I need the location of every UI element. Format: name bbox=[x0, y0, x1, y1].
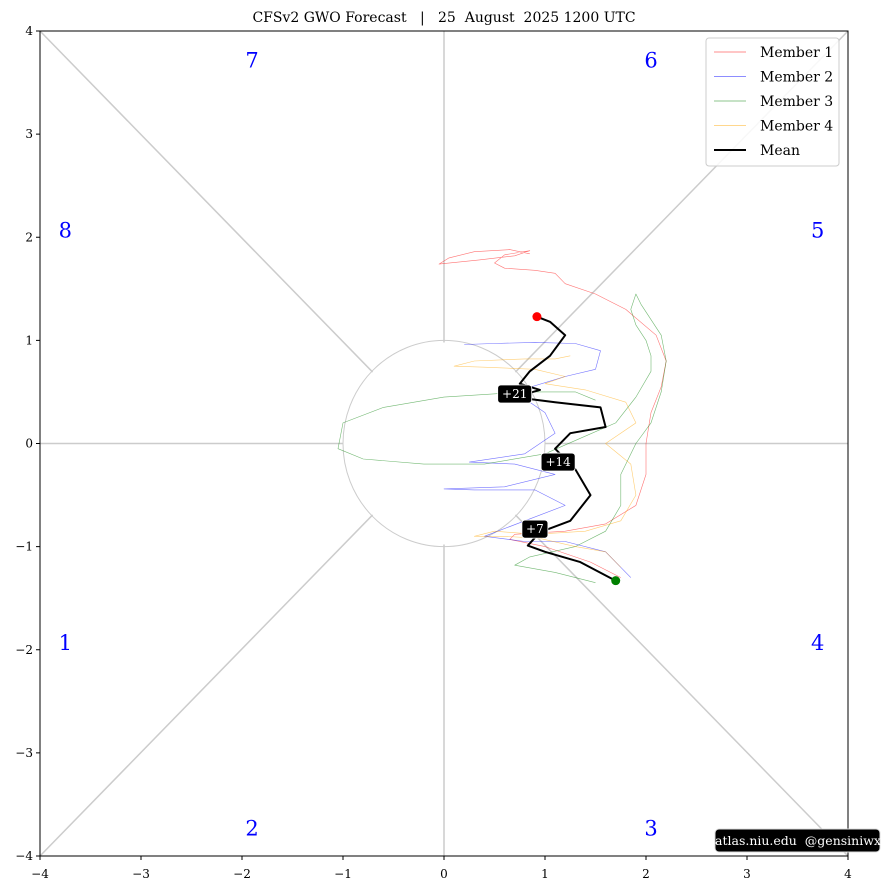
legend-label: Member 4 bbox=[760, 119, 833, 135]
x-tick-label: −4 bbox=[31, 867, 49, 881]
phase-label: 6 bbox=[644, 48, 657, 72]
x-tick-label: −2 bbox=[233, 867, 251, 881]
day-label-box bbox=[497, 384, 533, 404]
credit-badge: atlas.niu.edu @gensiniwx bbox=[714, 828, 881, 853]
x-axis: −4 −3 −2 −1 0 1 2 3 4 bbox=[31, 856, 852, 881]
phase-label: 1 bbox=[59, 631, 72, 655]
day-label-box bbox=[521, 519, 549, 539]
day-label: +7 bbox=[526, 522, 544, 536]
unit-circle bbox=[342, 339, 546, 548]
legend: Member 1 Member 2 Member 3 Member 4 Mean bbox=[705, 37, 840, 167]
member-line bbox=[453, 355, 637, 568]
x-tick-label: 1 bbox=[541, 867, 549, 881]
end-marker bbox=[532, 312, 542, 322]
member-line bbox=[438, 249, 667, 578]
plot-area: 1 2 3 4 5 6 7 8 +7 +14 +21 bbox=[39, 30, 849, 857]
phase-label: 3 bbox=[644, 817, 657, 841]
chart-title: CFSv2 GWO Forecast | 25 August 2025 1200… bbox=[252, 10, 635, 26]
legend-label: Member 3 bbox=[760, 94, 833, 110]
legend-label: Mean bbox=[760, 143, 800, 159]
credit-background bbox=[714, 828, 881, 853]
phase-divider-line bbox=[514, 514, 849, 857]
y-tick-label: −3 bbox=[15, 746, 33, 760]
x-tick-label: −3 bbox=[132, 867, 150, 881]
x-tick-label: 4 bbox=[844, 867, 852, 881]
legend-box bbox=[705, 37, 840, 167]
y-tick-label: −1 bbox=[15, 540, 33, 554]
x-tick-label: −1 bbox=[334, 867, 352, 881]
y-tick-label: 3 bbox=[25, 127, 33, 141]
day-label-box bbox=[540, 452, 576, 472]
legend-label: Member 1 bbox=[760, 45, 833, 61]
phase-label: 2 bbox=[245, 817, 258, 841]
credit-text: atlas.niu.edu @gensiniwx bbox=[715, 833, 881, 848]
member-line bbox=[337, 293, 667, 583]
x-tick-label: 0 bbox=[440, 867, 448, 881]
x-tick-label: 2 bbox=[642, 867, 650, 881]
phase-divider-line bbox=[39, 30, 374, 373]
x-tick-label: 3 bbox=[743, 867, 751, 881]
legend-label: Member 2 bbox=[760, 70, 833, 86]
y-tick-label: 4 bbox=[25, 24, 33, 38]
y-tick-label: −4 bbox=[15, 849, 33, 863]
phase-divider-line bbox=[39, 514, 374, 857]
y-tick-label: −2 bbox=[15, 643, 33, 657]
phase-label: 7 bbox=[245, 48, 258, 72]
phase-label: 8 bbox=[59, 219, 72, 243]
phase-label: 5 bbox=[811, 219, 824, 243]
day-label: +21 bbox=[502, 387, 527, 401]
y-tick-label: 1 bbox=[25, 333, 33, 347]
mean-line bbox=[513, 315, 617, 582]
y-tick-label: 2 bbox=[25, 230, 33, 244]
phase-label: 4 bbox=[811, 631, 824, 655]
y-axis: −4 −3 −2 −1 0 1 2 3 4 bbox=[15, 24, 40, 863]
y-tick-label: 0 bbox=[25, 437, 33, 451]
day-label: +14 bbox=[545, 455, 571, 469]
start-marker bbox=[611, 576, 621, 586]
